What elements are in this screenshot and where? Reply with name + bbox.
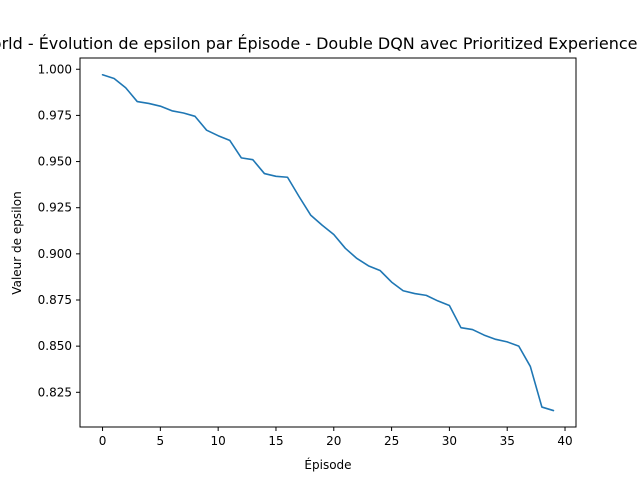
y-tick-label: 0.875: [38, 293, 72, 307]
y-tick-label: 0.950: [38, 155, 72, 169]
x-tick-label: 20: [326, 434, 341, 448]
x-tick-label: 5: [157, 434, 165, 448]
y-tick-label: 0.925: [38, 201, 72, 215]
x-tick-label: 40: [557, 434, 572, 448]
x-tick-label: 30: [442, 434, 457, 448]
chart-title: GridWorld - Évolution de epsilon par Épi…: [0, 34, 640, 53]
plot-area: [101, 74, 555, 412]
x-tick-label: 25: [384, 434, 399, 448]
y-axis-label: Valeur de epsilon: [10, 191, 24, 294]
y-tick-label: 0.825: [38, 385, 72, 399]
x-tick-label: 35: [500, 434, 515, 448]
x-tick-label: 0: [99, 434, 107, 448]
y-tick-label: 0.975: [38, 108, 72, 122]
x-axis-label: Épisode: [304, 457, 351, 472]
y-axis: 0.825 0.850 0.875 0.900 0.925 0.950 0.975 1.000: [38, 62, 80, 399]
plot-frame: [79, 57, 577, 428]
series-line-0: [101, 74, 555, 412]
y-tick-label: 0.900: [38, 247, 72, 261]
x-axis: 0 5 10 15 20 25 30 35 40: [99, 427, 573, 448]
y-tick-label: 0.850: [38, 339, 72, 353]
x-tick-label: 10: [211, 434, 226, 448]
x-tick-label: 15: [268, 434, 283, 448]
y-tick-label: 1.000: [38, 62, 72, 76]
